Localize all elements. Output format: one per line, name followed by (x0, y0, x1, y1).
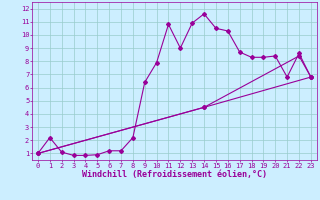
X-axis label: Windchill (Refroidissement éolien,°C): Windchill (Refroidissement éolien,°C) (82, 170, 267, 179)
